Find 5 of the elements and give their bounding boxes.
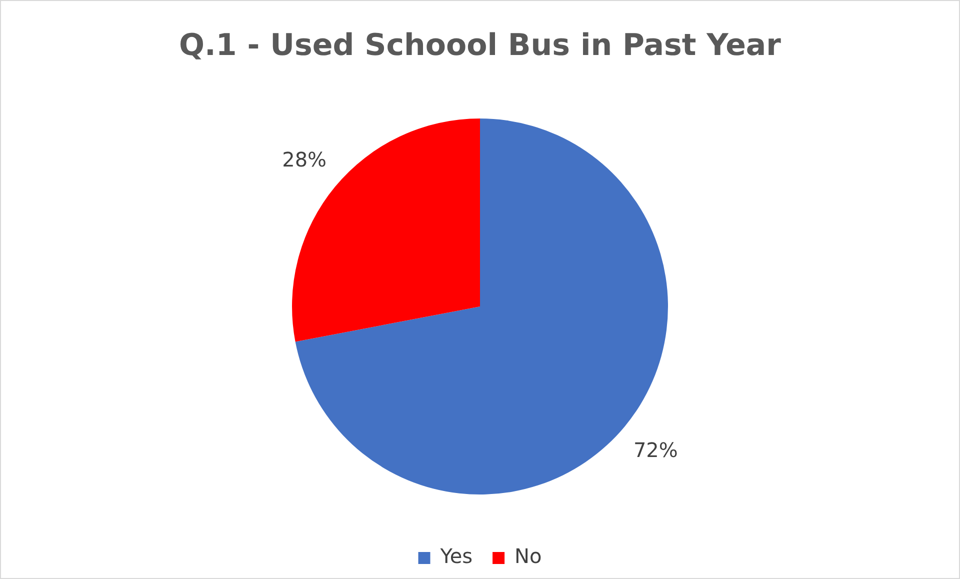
data-label: 72% [633,438,678,462]
legend-label: Yes [439,544,473,568]
legend-label: No [514,544,542,568]
chart-title: Q.1 - Used Schoool Bus in Past Year [179,28,782,63]
data-label: 28% [282,147,327,172]
